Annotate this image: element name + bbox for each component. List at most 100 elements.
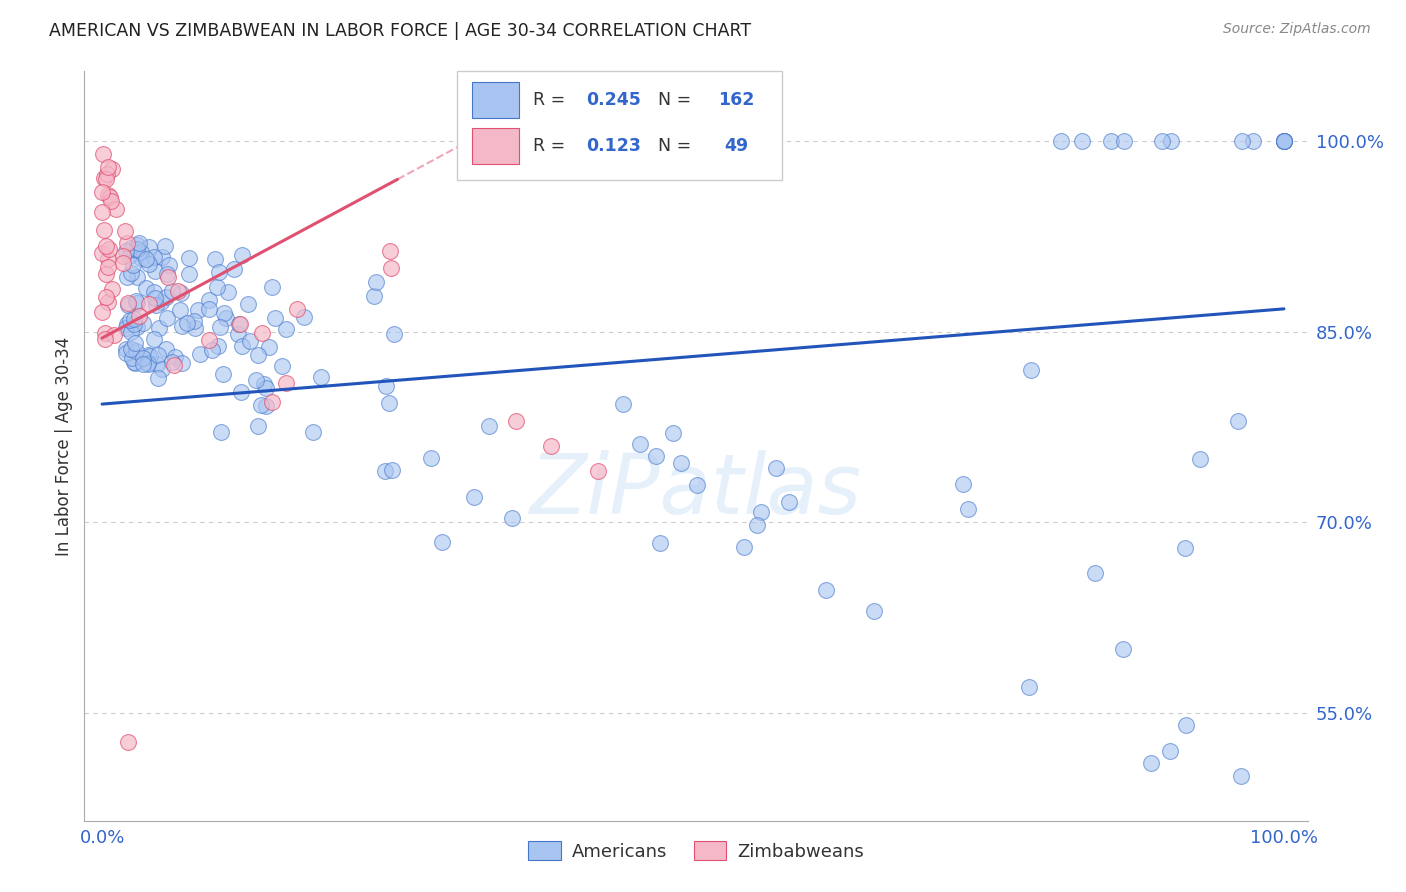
Point — [156, 311, 179, 326]
Point — [1272, 134, 1295, 148]
Point — [169, 303, 191, 318]
Point — [125, 269, 148, 284]
Point — [136, 348, 159, 362]
Point — [231, 339, 253, 353]
Point — [138, 297, 160, 311]
Text: ZiPatlas: ZiPatlas — [530, 450, 862, 532]
Text: R =: R = — [533, 137, 571, 155]
Point — [125, 343, 148, 358]
Point — [501, 511, 523, 525]
Text: N =: N = — [647, 91, 697, 109]
Point — [262, 395, 284, 409]
Point — [1050, 134, 1073, 148]
Point — [956, 502, 979, 516]
Point — [285, 302, 308, 317]
Point — [669, 456, 692, 470]
Point — [375, 379, 398, 393]
Point — [1272, 134, 1295, 148]
Point — [197, 333, 219, 347]
Point — [378, 244, 401, 259]
Point — [302, 425, 325, 440]
Point — [177, 251, 200, 265]
Point — [366, 275, 388, 289]
Text: R =: R = — [533, 91, 571, 109]
Point — [1272, 134, 1295, 148]
Point — [94, 239, 117, 253]
Point — [129, 244, 152, 259]
Point — [170, 355, 193, 369]
Point — [274, 321, 297, 335]
Point — [125, 294, 148, 309]
Point — [382, 327, 405, 342]
Point — [207, 280, 229, 294]
Point — [117, 298, 139, 312]
Point — [122, 258, 145, 272]
Point — [142, 285, 165, 300]
Point — [138, 357, 160, 371]
Point — [749, 505, 772, 519]
Text: N =: N = — [647, 137, 697, 155]
Point — [132, 316, 155, 330]
Text: Source: ZipAtlas.com: Source: ZipAtlas.com — [1223, 22, 1371, 37]
Point — [1272, 134, 1295, 148]
Point — [1084, 566, 1107, 580]
Point — [380, 261, 402, 276]
Point — [246, 419, 269, 434]
Point — [226, 326, 249, 341]
Point — [420, 451, 443, 466]
Point — [97, 260, 120, 274]
Point — [200, 343, 222, 357]
Point — [229, 384, 252, 399]
Point — [120, 241, 142, 255]
Point — [125, 237, 148, 252]
Point — [170, 318, 193, 333]
Point — [363, 288, 385, 302]
FancyBboxPatch shape — [472, 82, 519, 118]
Point — [245, 373, 267, 387]
Point — [212, 367, 235, 381]
Point — [1189, 451, 1212, 466]
Point — [150, 295, 173, 310]
Point — [142, 332, 165, 346]
Point — [96, 167, 118, 181]
Point — [103, 328, 125, 343]
Point — [91, 305, 114, 319]
Point — [765, 461, 787, 475]
Text: 0.123: 0.123 — [586, 137, 641, 155]
Point — [117, 296, 139, 310]
Point — [952, 477, 974, 491]
Point — [136, 356, 159, 370]
Point — [98, 190, 121, 204]
Point — [648, 536, 671, 550]
Point — [540, 439, 562, 453]
Point — [432, 535, 454, 549]
Point — [91, 204, 114, 219]
Text: 0.245: 0.245 — [586, 91, 641, 109]
Point — [100, 162, 122, 177]
Point — [612, 397, 634, 411]
Point — [228, 317, 250, 331]
Point — [198, 293, 221, 308]
Point — [145, 298, 167, 312]
Point — [125, 296, 148, 310]
Point — [214, 311, 236, 326]
Point — [238, 297, 260, 311]
Point — [815, 582, 838, 597]
Point — [100, 194, 122, 209]
Point — [250, 398, 273, 412]
Point — [209, 425, 232, 439]
Point — [122, 312, 145, 326]
Point — [112, 256, 135, 270]
Point — [292, 310, 315, 324]
Point — [148, 321, 170, 335]
Point — [125, 320, 148, 334]
Point — [94, 268, 117, 282]
Point — [124, 356, 146, 370]
Point — [97, 160, 120, 174]
Point — [1272, 134, 1295, 148]
Point — [143, 264, 166, 278]
Point — [115, 269, 138, 284]
Point — [93, 170, 115, 185]
Point — [167, 285, 190, 299]
Point — [207, 339, 229, 353]
